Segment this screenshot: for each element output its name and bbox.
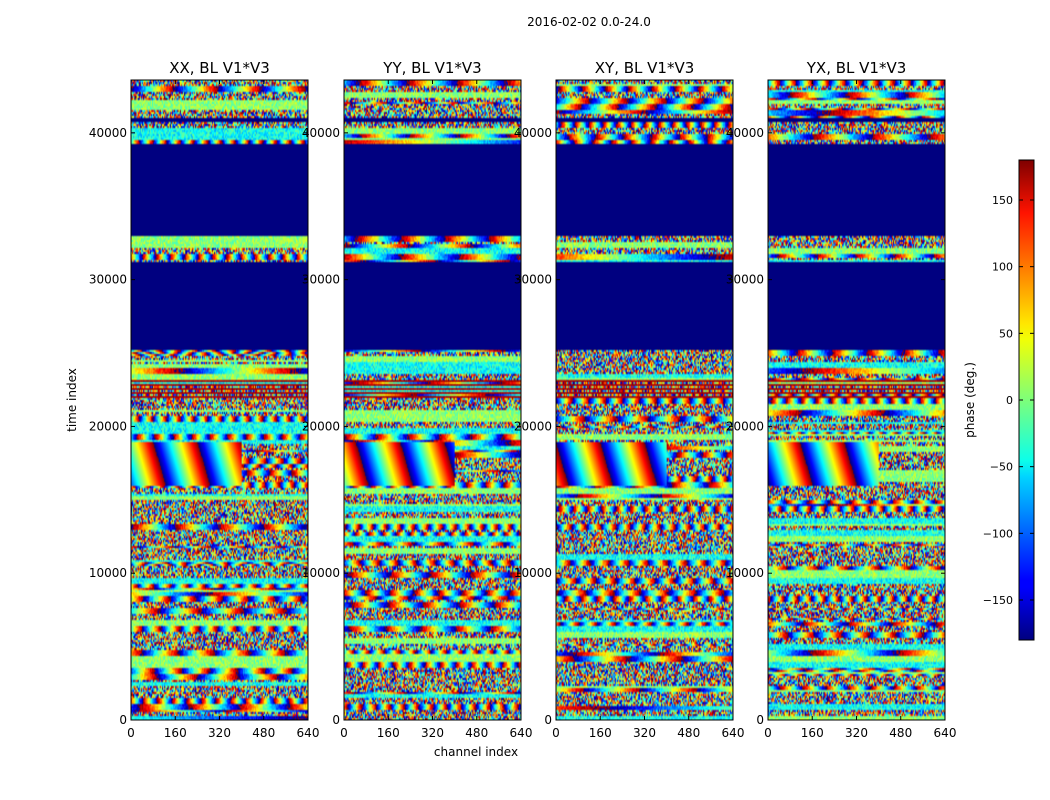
y-axis-label: time index <box>65 368 79 432</box>
colorbar-tick-label: 50 <box>999 327 1013 340</box>
x-tick-label: 0 <box>764 726 772 740</box>
y-tick-label: 20000 <box>89 419 127 433</box>
colorbar-tick-label: −150 <box>983 594 1013 607</box>
x-tick-label: 0 <box>127 726 135 740</box>
panel-xy: XY, BL V1*V3 0 160 320 480 640 0 10000 20000 3000… <box>514 59 745 740</box>
phase-heatmap-xy <box>556 80 733 720</box>
y-tick-label: 20000 <box>514 419 552 433</box>
x-tick-label: 320 <box>633 726 656 740</box>
panel-title: YY, BL V1*V3 <box>382 59 481 77</box>
y-tick-label: 30000 <box>514 273 552 287</box>
panel-yx: YX, BL V1*V3 0 160 320 480 640 0 10000 20000 3000… <box>726 59 957 740</box>
y-tick-label: 20000 <box>726 419 764 433</box>
x-tick-label: 0 <box>340 726 348 740</box>
y-tick-label: 0 <box>756 713 764 727</box>
y-tick-label: 10000 <box>514 566 552 580</box>
x-tick-label: 640 <box>722 726 745 740</box>
y-tick-label: 10000 <box>89 566 127 580</box>
panel-xx: XX, BL V1*V3 0 160 320 480 640 0 10000 20000 3000… <box>89 59 320 740</box>
x-tick-label: 640 <box>934 726 957 740</box>
x-axis-label: channel index <box>434 745 518 759</box>
y-tick-label: 20000 <box>302 419 340 433</box>
y-tick-label: 30000 <box>302 273 340 287</box>
y-tick-label: 40000 <box>726 126 764 140</box>
x-tick-label: 480 <box>889 726 912 740</box>
y-tick-label: 40000 <box>514 126 552 140</box>
colorbar: 150 100 50 0 −50 −100 −150 phase (deg.) <box>963 159 1035 641</box>
y-tick-label: 10000 <box>302 566 340 580</box>
colorbar-tick-label: 100 <box>992 261 1013 274</box>
panel-title: XY, BL V1*V3 <box>595 59 695 77</box>
x-tick-label: 640 <box>297 726 320 740</box>
x-tick-label: 480 <box>465 726 488 740</box>
colorbar-tick-label: 0 <box>1006 394 1013 407</box>
panel-title: XX, BL V1*V3 <box>169 59 270 77</box>
y-tick-label: 40000 <box>89 126 127 140</box>
y-tick-label: 40000 <box>302 126 340 140</box>
x-tick-label: 160 <box>801 726 824 740</box>
y-tick-label: 0 <box>119 713 127 727</box>
colorbar-tick-label: −50 <box>990 461 1013 474</box>
x-tick-label: 320 <box>845 726 868 740</box>
x-tick-label: 320 <box>208 726 231 740</box>
x-tick-label: 480 <box>677 726 700 740</box>
phase-heatmap-xx <box>131 80 308 720</box>
panels-group: XX, BL V1*V3 0 160 320 480 640 0 10000 20000 3000… <box>89 59 957 740</box>
panel-yy: YY, BL V1*V3 0 160 320 480 640 0 10000 20000 3000… <box>302 59 533 740</box>
x-tick-label: 160 <box>164 726 187 740</box>
y-tick-label: 0 <box>332 713 340 727</box>
y-tick-label: 30000 <box>89 273 127 287</box>
x-tick-label: 0 <box>552 726 560 740</box>
colorbar-tick-label: 150 <box>992 194 1013 207</box>
x-tick-label: 160 <box>589 726 612 740</box>
y-tick-label: 0 <box>544 713 552 727</box>
y-tick-label: 10000 <box>726 566 764 580</box>
y-tick-label: 30000 <box>726 273 764 287</box>
figure-suptitle: 2016-02-02 0.0-24.0 <box>527 15 651 29</box>
x-tick-label: 480 <box>252 726 275 740</box>
colorbar-label: phase (deg.) <box>963 362 977 438</box>
colorbar-tick-label: −100 <box>983 527 1013 540</box>
x-tick-label: 640 <box>510 726 533 740</box>
phase-heatmap-yy <box>344 80 521 720</box>
x-tick-label: 160 <box>377 726 400 740</box>
x-tick-label: 320 <box>421 726 444 740</box>
phase-heatmap-yx <box>768 80 945 720</box>
colorbar-ticks: 150 100 50 0 −50 −100 −150 <box>983 194 1034 607</box>
panel-title: YX, BL V1*V3 <box>806 59 907 77</box>
